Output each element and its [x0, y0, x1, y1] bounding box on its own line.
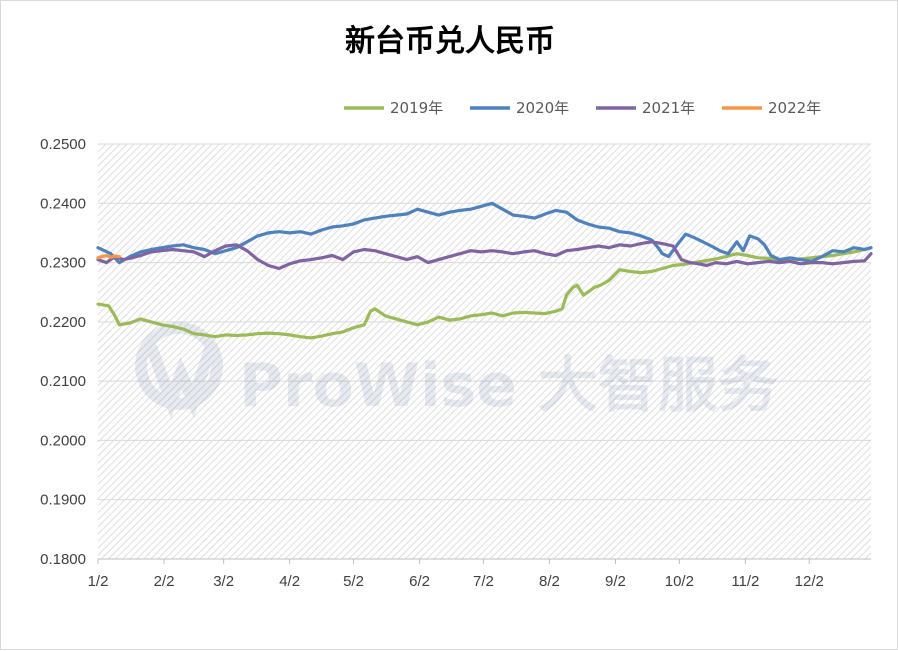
x-tick-label: 11/2	[731, 573, 759, 590]
x-tick-label: 10/2	[665, 573, 694, 590]
legend: 2019年 2020年 2021年 2022年	[344, 99, 821, 117]
chart-title: 新台币兑人民币	[345, 24, 555, 59]
y-tick-label: 0.2500	[40, 136, 86, 153]
x-tick-label: 9/2	[605, 573, 626, 590]
y-tick-label: 0.2100	[40, 373, 86, 390]
legend-label: 2020年	[516, 99, 569, 117]
series-line-2020年	[96, 201, 873, 265]
legend-label: 2022年	[768, 99, 821, 117]
watermark-text: ProWise 大智服务	[239, 351, 778, 421]
y-tick-label: 0.2000	[40, 432, 86, 449]
x-tick-label: 8/2	[539, 573, 560, 590]
y-axis: 0.2500 0.2400 0.2300 0.2200 0.2100 0.2000 0.19…	[40, 136, 86, 568]
x-tick-label: 3/2	[213, 573, 234, 590]
x-tick-label: 6/2	[409, 573, 430, 590]
x-tick-label: 4/2	[279, 573, 300, 590]
series-line-2021年	[96, 240, 873, 271]
x-axis: 1/2 2/2 3/2 4/2 5/2 6/2 7/2 8/2 9/2 10/2 11/2 12/2	[88, 558, 871, 590]
y-tick-label: 0.1800	[40, 551, 86, 568]
y-tick-label: 0.2300	[40, 255, 86, 272]
x-tick-label: 7/2	[473, 573, 494, 590]
x-tick-label: 1/2	[88, 573, 109, 590]
y-tick-label: 0.1900	[40, 492, 86, 509]
plot-area	[98, 144, 871, 559]
x-tick-label: 12/2	[795, 573, 824, 590]
series-line-2022年	[96, 253, 121, 260]
legend-label: 2019年	[390, 99, 443, 117]
y-tick-label: 0.2400	[40, 195, 86, 212]
legend-label: 2021年	[642, 99, 695, 117]
y-tick-label: 0.2200	[40, 314, 86, 331]
x-tick-label: 2/2	[154, 573, 175, 590]
x-tick-label: 5/2	[343, 573, 364, 590]
series-line-2019年	[96, 246, 873, 340]
series-lines	[96, 201, 873, 340]
